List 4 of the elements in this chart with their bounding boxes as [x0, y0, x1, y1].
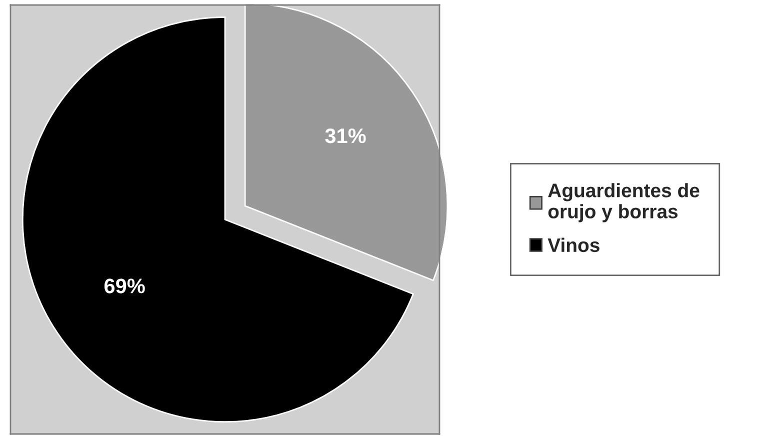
data-label: 69% — [104, 278, 145, 294]
legend-label: Aguardientes de orujo y borras — [548, 183, 700, 222]
data-label: 31% — [325, 128, 366, 144]
legend-label: Vinos — [548, 238, 600, 252]
